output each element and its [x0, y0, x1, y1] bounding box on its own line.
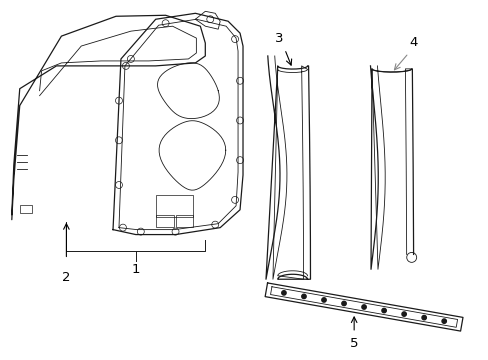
Circle shape: [441, 319, 446, 323]
Bar: [155, 215, 173, 227]
Text: 5: 5: [349, 337, 358, 350]
Text: 1: 1: [131, 264, 140, 276]
Circle shape: [361, 305, 366, 309]
Bar: [20, 205, 32, 213]
Text: 3: 3: [275, 32, 284, 45]
Text: 4: 4: [408, 36, 417, 49]
Circle shape: [321, 298, 325, 302]
Circle shape: [421, 315, 426, 320]
Bar: [155, 195, 193, 217]
Circle shape: [281, 291, 285, 295]
Circle shape: [381, 309, 386, 313]
Text: 2: 2: [62, 271, 70, 284]
Bar: [175, 215, 193, 227]
Circle shape: [301, 294, 305, 298]
Circle shape: [401, 312, 406, 316]
Circle shape: [341, 301, 346, 306]
